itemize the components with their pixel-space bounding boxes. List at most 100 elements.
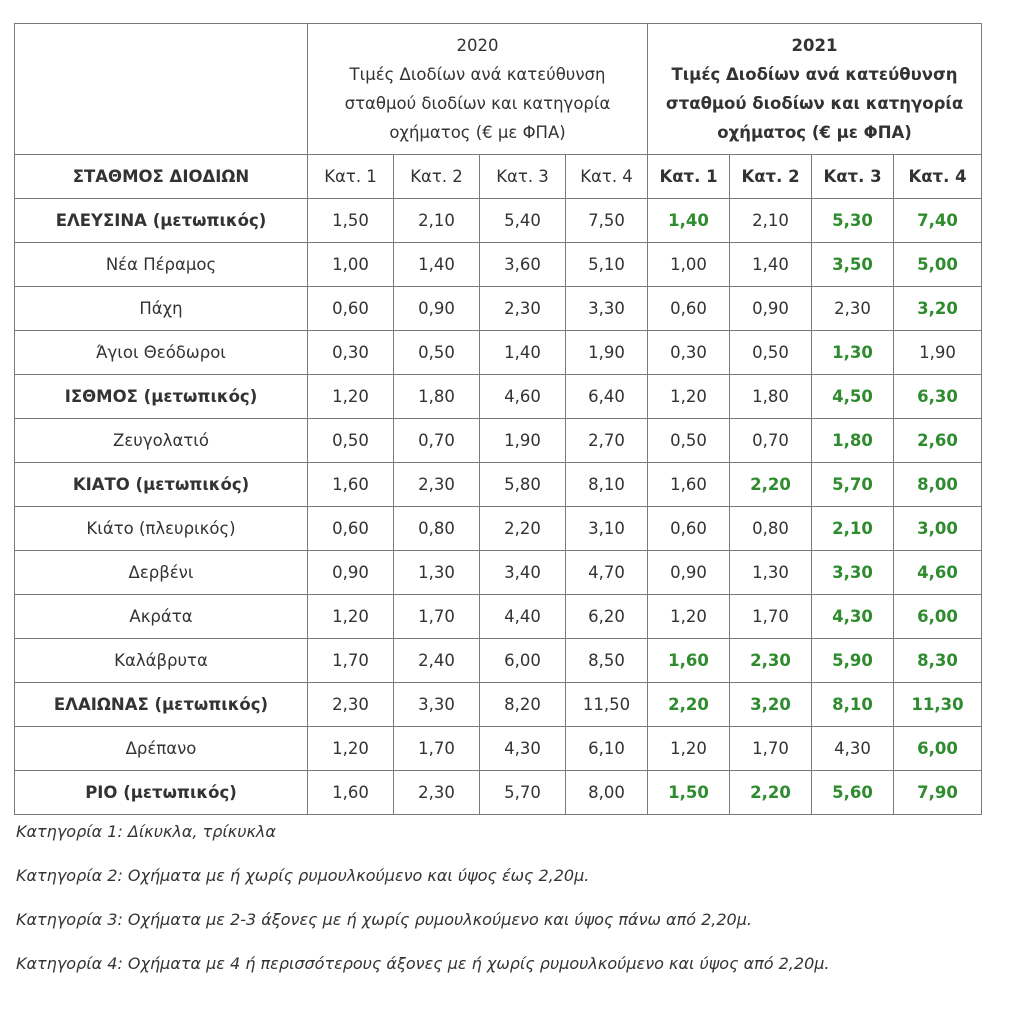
- price-2021: 4,30: [811, 726, 895, 771]
- price-2021: 1,00: [647, 242, 731, 287]
- price-2021: 3,30: [811, 550, 895, 595]
- price-2020: 1,20: [307, 594, 394, 639]
- price-2021: 0,60: [647, 506, 731, 551]
- price-2021: 2,10: [811, 506, 895, 551]
- price-2020: 8,00: [564, 770, 649, 815]
- category-note: Κατηγορία 3: Οχήματα με 2-3 άξονες με ή …: [16, 910, 752, 929]
- price-2020: 0,80: [393, 506, 480, 551]
- category-notes: Κατηγορία 1: Δίκυκλα, τρίκυκλα Κατηγορία …: [16, 820, 1006, 996]
- price-2021: 6,00: [893, 594, 983, 639]
- price-2021: 1,80: [811, 418, 895, 463]
- table-row: Καλάβρυτα 1,70 2,40 6,00 8,50 1,60 2,30 5,90 8,3…: [14, 638, 983, 683]
- price-2021: 1,60: [647, 638, 731, 683]
- table-row: ΡΙΟ (μετωπικός) 1,60 2,30 5,70 8,00 1,50 2,20 5…: [14, 770, 983, 815]
- price-2020: 6,20: [564, 594, 649, 639]
- price-2020: 1,90: [564, 330, 649, 375]
- price-2021: 0,30: [647, 330, 731, 375]
- price-2021: 1,40: [729, 242, 813, 287]
- price-2020: 3,40: [479, 550, 566, 595]
- price-2020: 1,90: [479, 418, 566, 463]
- price-2020: 0,30: [307, 330, 394, 375]
- station-name: ΡΙΟ (μετωπικός): [14, 770, 308, 815]
- price-2020: 2,70: [564, 418, 649, 463]
- header-2021-line1: Τιμές Διοδίων ανά κατεύθυνση: [671, 65, 958, 84]
- price-2021: 5,70: [811, 462, 895, 507]
- price-2021: 2,60: [893, 418, 983, 463]
- price-2020: 0,60: [307, 286, 394, 331]
- cat-header-2021: Κατ. 1: [647, 154, 731, 199]
- price-2020: 0,50: [307, 418, 394, 463]
- price-2021: 0,70: [729, 418, 813, 463]
- price-2021: 0,90: [729, 286, 813, 331]
- header-2021-year: 2021: [791, 36, 838, 55]
- price-2021: 7,90: [893, 770, 983, 815]
- price-2021: 1,30: [811, 330, 895, 375]
- price-2020: 1,20: [307, 374, 394, 419]
- cat-header-2021: Κατ. 3: [811, 154, 895, 199]
- price-2020: 0,70: [393, 418, 480, 463]
- price-2020: 1,60: [307, 462, 394, 507]
- price-2021: 0,60: [647, 286, 731, 331]
- price-2020: 1,30: [393, 550, 480, 595]
- station-name: ΕΛΑΙΩΝΑΣ (μετωπικός): [14, 682, 308, 727]
- cat-header-2020: Κατ. 2: [393, 154, 480, 199]
- price-2021: 8,30: [893, 638, 983, 683]
- price-2020: 5,80: [479, 462, 566, 507]
- price-2021: 0,80: [729, 506, 813, 551]
- station-name: Πάχη: [14, 286, 308, 331]
- price-2020: 4,30: [479, 726, 566, 771]
- table-row: Κιάτο (πλευρικός) 0,60 0,80 2,20 3,10 0,60 0,8…: [14, 506, 983, 551]
- header-2021-line3: οχήματος (€ με ΦΠΑ): [717, 123, 912, 142]
- price-2021: 2,10: [729, 198, 813, 243]
- category-header-row: ΣΤΑΘΜΟΣ ΔΙΟΔΙΩΝ Κατ. 1 Κατ. 2 Κατ. 3 Κατ…: [14, 154, 983, 199]
- price-2021: 0,90: [647, 550, 731, 595]
- cat-header-2021: Κατ. 2: [729, 154, 813, 199]
- table-row: Δερβένι 0,90 1,30 3,40 4,70 0,90 1,30 3,30 4,60: [14, 550, 983, 595]
- price-2020: 3,30: [393, 682, 480, 727]
- price-2020: 7,50: [564, 198, 649, 243]
- station-name: ΕΛΕΥΣΙΝΑ (μετωπικός): [14, 198, 308, 243]
- price-2020: 2,10: [393, 198, 480, 243]
- price-2021: 2,30: [811, 286, 895, 331]
- price-2020: 8,10: [564, 462, 649, 507]
- price-2020: 1,70: [393, 726, 480, 771]
- station-name: Ζευγολατιό: [14, 418, 308, 463]
- price-2020: 8,50: [564, 638, 649, 683]
- price-2020: 2,40: [393, 638, 480, 683]
- header-2020-year: 2020: [456, 36, 499, 55]
- price-2020: 11,50: [564, 682, 649, 727]
- price-2021: 2,20: [729, 462, 813, 507]
- price-2021: 5,00: [893, 242, 983, 287]
- price-2021: 0,50: [729, 330, 813, 375]
- station-name: ΚΙΑΤΟ (μετωπικός): [14, 462, 308, 507]
- price-2020: 1,40: [479, 330, 566, 375]
- table-row: Νέα Πέραμος 1,00 1,40 3,60 5,10 1,00 1,40 3,50 5…: [14, 242, 983, 287]
- price-2021: 1,70: [729, 594, 813, 639]
- price-2021: 3,50: [811, 242, 895, 287]
- price-2020: 8,20: [479, 682, 566, 727]
- price-2021: 1,70: [729, 726, 813, 771]
- price-2021: 1,20: [647, 594, 731, 639]
- price-2020: 1,60: [307, 770, 394, 815]
- price-2020: 2,30: [307, 682, 394, 727]
- header-2021: 2021 Τιμές Διοδίων ανά κατεύθυνση σταθμο…: [647, 23, 983, 155]
- station-name: Ακράτα: [14, 594, 308, 639]
- price-2021: 3,20: [893, 286, 983, 331]
- price-2020: 2,30: [479, 286, 566, 331]
- toll-prices-table: 2020 Τιμές Διοδίων ανά κατεύθυνση σταθμο…: [14, 23, 983, 815]
- price-2020: 1,40: [393, 242, 480, 287]
- price-2021: 11,30: [893, 682, 983, 727]
- table-row: ΙΣΘΜΟΣ (μετωπικός) 1,20 1,80 4,60 6,40 1,20 1,…: [14, 374, 983, 419]
- table-row: ΚΙΑΤΟ (μετωπικός) 1,60 2,30 5,80 8,10 1,60 2,2…: [14, 462, 983, 507]
- station-name: Νέα Πέραμος: [14, 242, 308, 287]
- header-2020-line2: σταθμού διοδίων και κατηγορία: [344, 94, 611, 113]
- price-2021: 6,30: [893, 374, 983, 419]
- station-name: Δρέπανο: [14, 726, 308, 771]
- price-2021: 1,50: [647, 770, 731, 815]
- price-2020: 1,80: [393, 374, 480, 419]
- station-name: Κιάτο (πλευρικός): [14, 506, 308, 551]
- price-2021: 1,30: [729, 550, 813, 595]
- price-2020: 4,60: [479, 374, 566, 419]
- price-2020: 4,40: [479, 594, 566, 639]
- station-name: ΙΣΘΜΟΣ (μετωπικός): [14, 374, 308, 419]
